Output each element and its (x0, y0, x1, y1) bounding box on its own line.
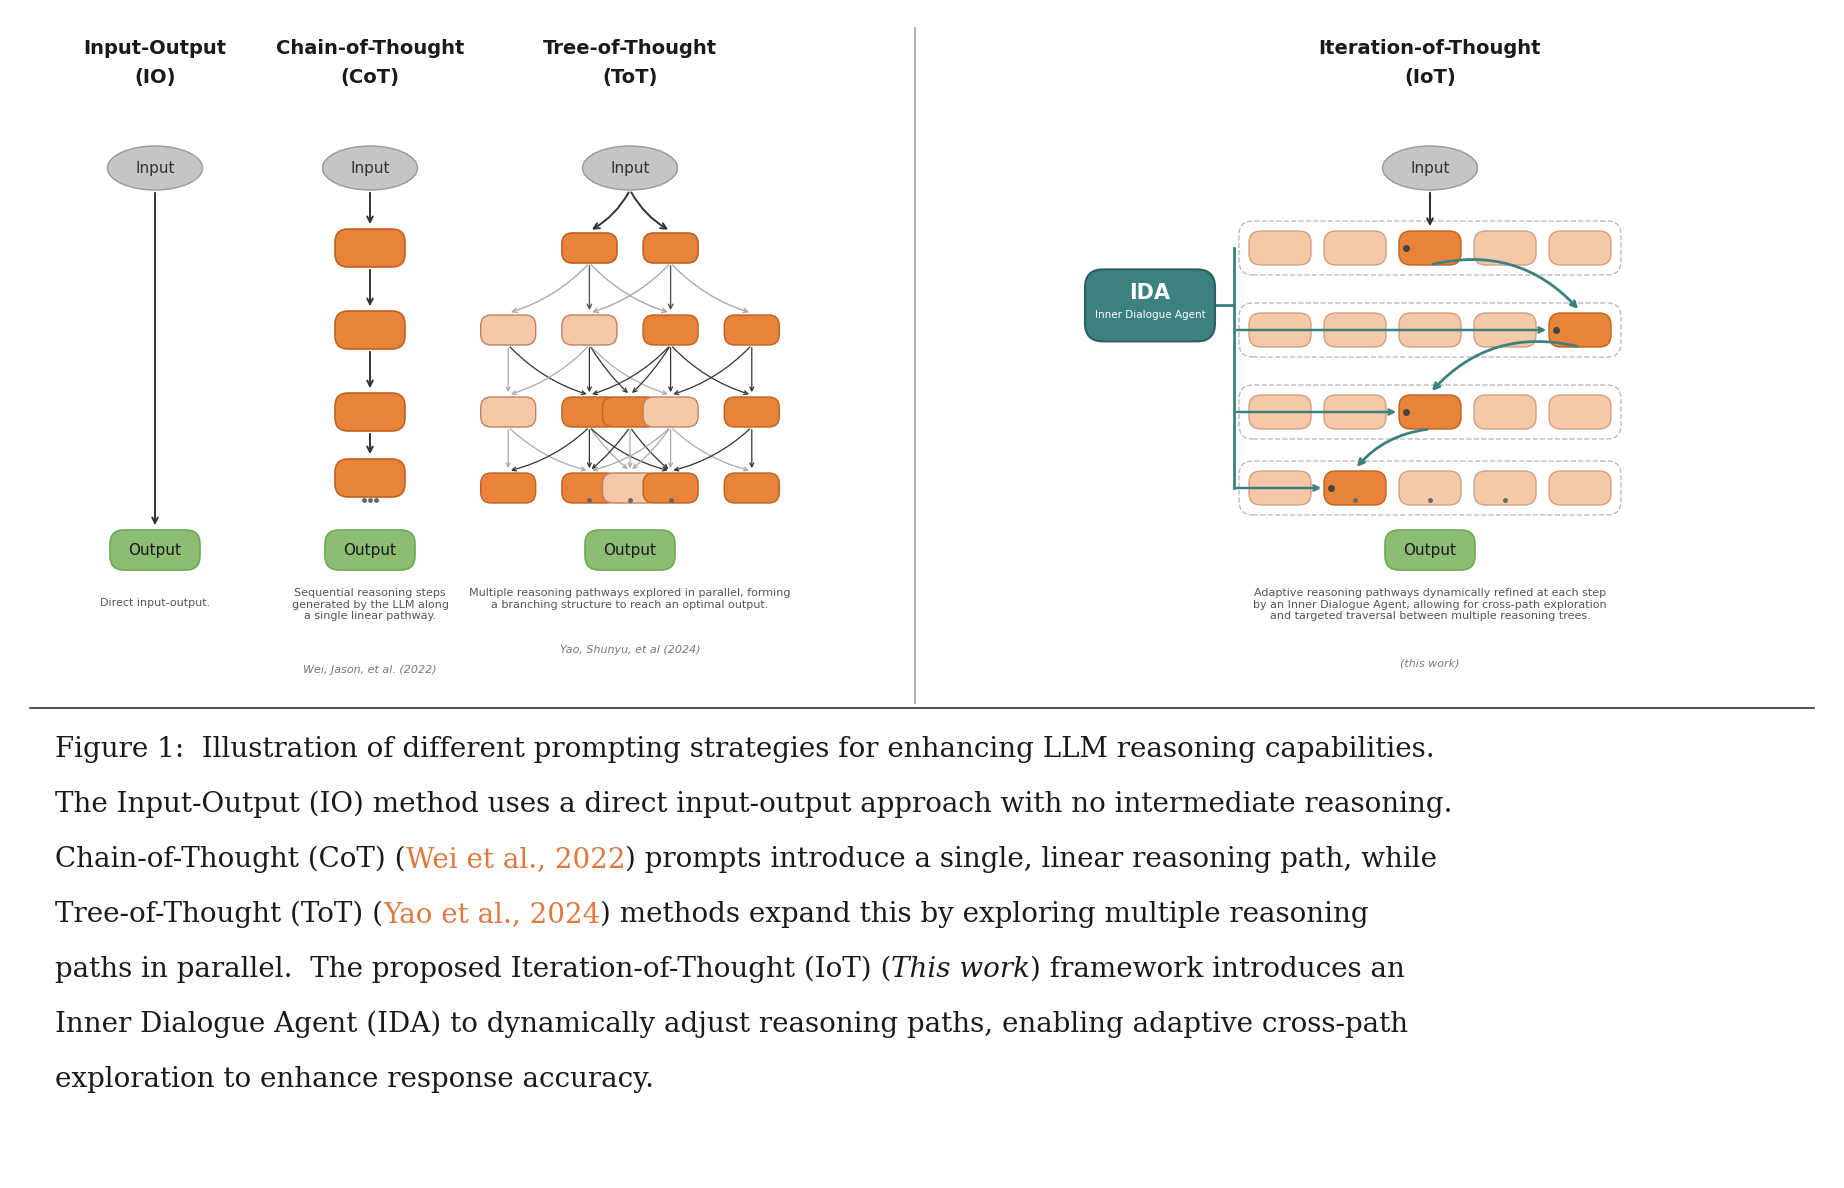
Ellipse shape (583, 146, 677, 190)
Text: Yao, Shunyu, et al (2024): Yao, Shunyu, et al (2024) (561, 645, 701, 655)
Text: Output: Output (1403, 543, 1457, 557)
Text: Input: Input (1411, 160, 1449, 176)
FancyBboxPatch shape (336, 311, 406, 349)
Ellipse shape (107, 146, 203, 190)
FancyBboxPatch shape (1473, 394, 1536, 429)
FancyBboxPatch shape (1324, 312, 1387, 347)
Text: exploration to enhance response accuracy.: exploration to enhance response accuracy… (55, 1066, 655, 1093)
Text: ) prompts introduce a single, linear reasoning path, while: ) prompts introduce a single, linear rea… (625, 846, 1436, 873)
FancyBboxPatch shape (562, 473, 618, 503)
Text: (IoT): (IoT) (1403, 69, 1457, 88)
Text: Output: Output (603, 543, 656, 557)
Text: Tree-of-Thought (ToT) (: Tree-of-Thought (ToT) ( (55, 901, 384, 928)
FancyBboxPatch shape (1400, 470, 1460, 505)
FancyBboxPatch shape (644, 233, 699, 263)
FancyBboxPatch shape (481, 397, 537, 426)
Text: Figure 1:: Figure 1: (55, 737, 184, 763)
FancyBboxPatch shape (562, 233, 618, 263)
Ellipse shape (1383, 146, 1477, 190)
FancyBboxPatch shape (562, 397, 618, 426)
Text: Yao et al., 2024: Yao et al., 2024 (384, 901, 601, 928)
Ellipse shape (323, 146, 417, 190)
FancyBboxPatch shape (1473, 312, 1536, 347)
FancyBboxPatch shape (1549, 312, 1612, 347)
Text: Iteration-of-Thought: Iteration-of-Thought (1318, 38, 1542, 57)
FancyBboxPatch shape (644, 473, 699, 503)
Text: ) framework introduces an: ) framework introduces an (1031, 956, 1405, 982)
FancyBboxPatch shape (1400, 312, 1460, 347)
Text: (ToT): (ToT) (603, 69, 658, 88)
FancyBboxPatch shape (336, 459, 406, 497)
Text: Input-Output: Input-Output (83, 38, 227, 57)
FancyBboxPatch shape (1473, 230, 1536, 265)
Text: This work: This work (891, 956, 1031, 982)
Text: IDA: IDA (1130, 284, 1171, 303)
FancyBboxPatch shape (1385, 530, 1475, 570)
FancyBboxPatch shape (644, 397, 699, 426)
FancyBboxPatch shape (603, 397, 658, 426)
Text: (IO): (IO) (135, 69, 175, 88)
Text: Inner Dialogue Agent (IDA) to dynamically adjust reasoning paths, enabling adapt: Inner Dialogue Agent (IDA) to dynamicall… (55, 1011, 1409, 1038)
FancyBboxPatch shape (481, 315, 537, 345)
FancyBboxPatch shape (725, 315, 780, 345)
Text: The Input-Output (IO) method uses a direct input-output approach with no interme: The Input-Output (IO) method uses a dire… (55, 791, 1453, 819)
FancyBboxPatch shape (1549, 470, 1612, 505)
FancyBboxPatch shape (1324, 394, 1387, 429)
FancyBboxPatch shape (1400, 230, 1460, 265)
FancyBboxPatch shape (325, 530, 415, 570)
FancyBboxPatch shape (1324, 230, 1387, 265)
FancyBboxPatch shape (1084, 270, 1215, 341)
Text: Output: Output (343, 543, 396, 557)
FancyBboxPatch shape (1549, 230, 1612, 265)
Text: Input: Input (610, 160, 649, 176)
Text: paths in parallel.  The proposed Iteration-of-Thought (IoT) (: paths in parallel. The proposed Iteratio… (55, 956, 891, 984)
FancyBboxPatch shape (1324, 470, 1387, 505)
Text: Wei, Jason, et al. (2022): Wei, Jason, et al. (2022) (302, 665, 437, 675)
FancyBboxPatch shape (644, 315, 699, 345)
Text: Illustration of different prompting strategies for enhancing LLM reasoning capab: Illustration of different prompting stra… (184, 737, 1435, 763)
FancyBboxPatch shape (725, 397, 780, 426)
Text: Multiple reasoning pathways explored in parallel, forming
a branching structure : Multiple reasoning pathways explored in … (468, 588, 791, 609)
FancyBboxPatch shape (1248, 312, 1311, 347)
Text: Sequential reasoning steps
generated by the LLM along
a single linear pathway.: Sequential reasoning steps generated by … (291, 588, 448, 621)
FancyBboxPatch shape (111, 530, 199, 570)
FancyBboxPatch shape (1549, 394, 1612, 429)
FancyBboxPatch shape (336, 229, 406, 267)
Text: Adaptive reasoning pathways dynamically refined at each step
by an Inner Dialogu: Adaptive reasoning pathways dynamically … (1254, 588, 1606, 621)
FancyBboxPatch shape (336, 393, 406, 431)
Text: Output: Output (129, 543, 181, 557)
FancyBboxPatch shape (1248, 394, 1311, 429)
Text: Input: Input (135, 160, 175, 176)
Text: Inner Dialogue Agent: Inner Dialogue Agent (1095, 310, 1206, 321)
FancyBboxPatch shape (562, 315, 618, 345)
FancyBboxPatch shape (1248, 470, 1311, 505)
FancyBboxPatch shape (1473, 470, 1536, 505)
Text: ) methods expand this by exploring multiple reasoning: ) methods expand this by exploring multi… (601, 901, 1368, 928)
FancyBboxPatch shape (603, 473, 658, 503)
FancyBboxPatch shape (1248, 230, 1311, 265)
Text: Tree-of-Thought: Tree-of-Thought (542, 38, 717, 57)
FancyBboxPatch shape (585, 530, 675, 570)
Text: Chain-of-Thought (CoT) (: Chain-of-Thought (CoT) ( (55, 846, 406, 873)
FancyBboxPatch shape (725, 473, 780, 503)
Text: (this work): (this work) (1400, 658, 1460, 668)
Text: (CoT): (CoT) (341, 69, 400, 88)
Text: Input: Input (350, 160, 389, 176)
Text: Chain-of-Thought: Chain-of-Thought (277, 38, 465, 57)
FancyBboxPatch shape (1400, 394, 1460, 429)
Text: Wei et al., 2022: Wei et al., 2022 (406, 846, 625, 873)
FancyBboxPatch shape (481, 473, 537, 503)
Text: Direct input-output.: Direct input-output. (100, 598, 210, 608)
